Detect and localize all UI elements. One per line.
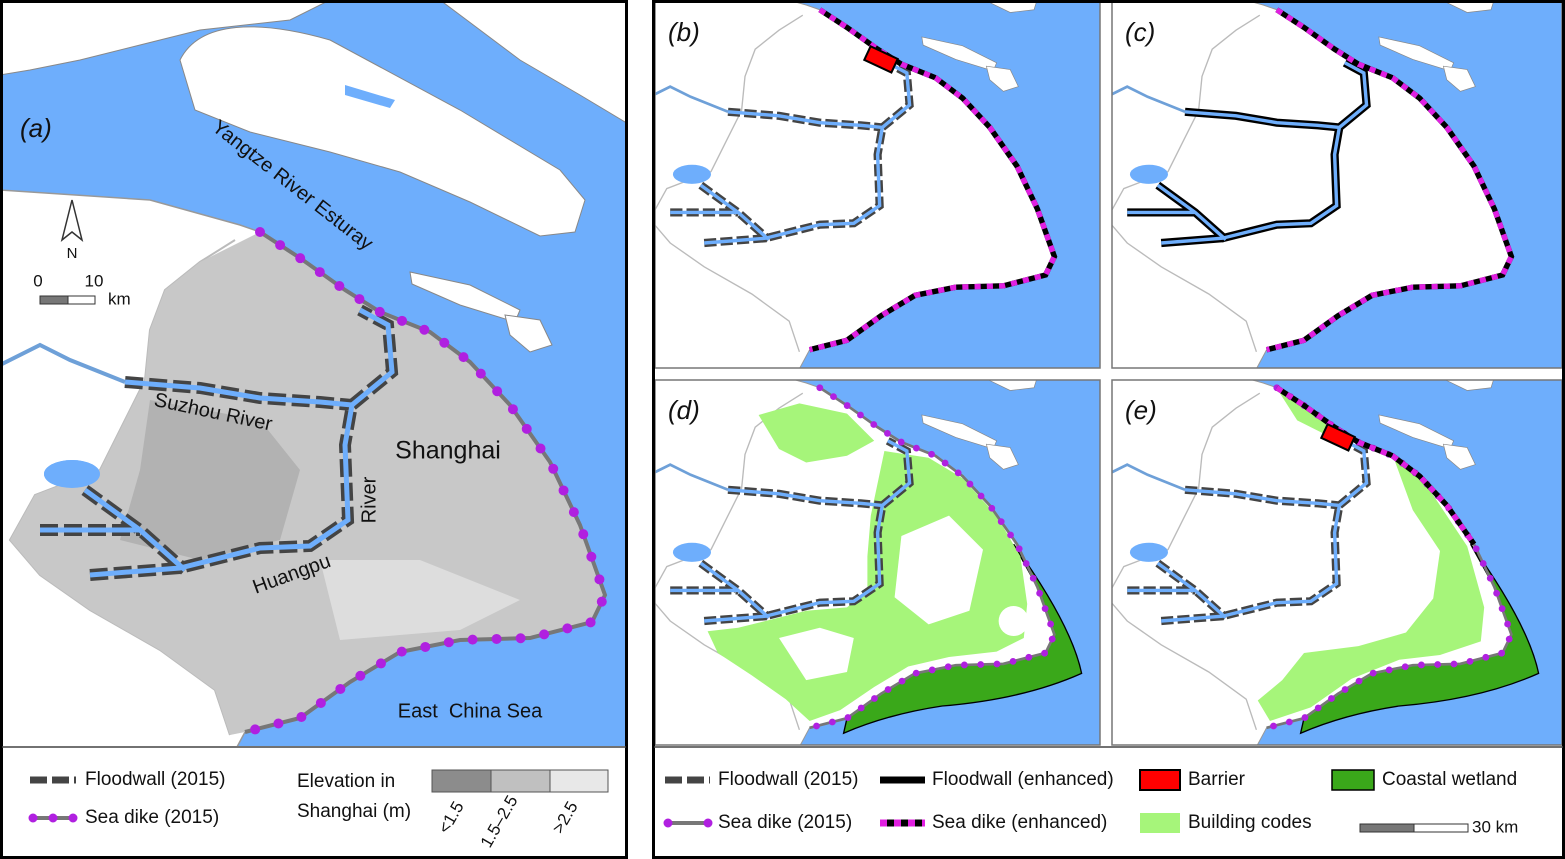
scale-bar bbox=[39, 295, 69, 305]
legend-label: Building codes bbox=[1188, 812, 1312, 833]
panel-label: (e) bbox=[1125, 395, 1157, 425]
legend-label: Floodwall (2015) bbox=[718, 769, 858, 790]
legend-barrier bbox=[1139, 769, 1181, 791]
legend-label: Sea dike (2015) bbox=[718, 812, 852, 833]
panel-a-frame bbox=[0, 0, 628, 859]
scale-label: 30 km bbox=[1472, 817, 1518, 836]
elevation-class: <1.5 bbox=[435, 798, 468, 837]
panel-label: (d) bbox=[668, 395, 700, 425]
scale-unit: km bbox=[108, 289, 131, 308]
legend-wetland bbox=[1331, 769, 1375, 791]
legend-label: Coastal wetland bbox=[1382, 769, 1517, 790]
north-arrow bbox=[60, 199, 84, 242]
elevation-swatch bbox=[431, 769, 492, 793]
panel-a-map: (a) Yangtze River Esturay N 0 10 km Suzh… bbox=[2, 2, 626, 746]
legend: Floodwall (2015) Floodwall (enhanced) Ba… bbox=[663, 769, 1518, 836]
panel-label: (c) bbox=[1125, 17, 1155, 47]
legend-a: Floodwall (2015) Sea dike (2015) Elevati… bbox=[28, 769, 609, 851]
north-label: N bbox=[67, 245, 78, 262]
panel-label: (b) bbox=[668, 17, 700, 47]
city-label: Shanghai bbox=[395, 437, 501, 465]
scale-bar bbox=[1359, 823, 1415, 833]
panel-b-map: (b) bbox=[655, 2, 1100, 368]
panel-e-map: (e) bbox=[1112, 380, 1562, 745]
legend-building-codes bbox=[1140, 813, 1180, 833]
elevation-swatch bbox=[490, 769, 551, 793]
elevation-class: 1.5–2.5 bbox=[477, 792, 522, 851]
sea-label: East China Sea bbox=[398, 700, 543, 722]
legend-label: Floodwall (2015) bbox=[85, 769, 225, 790]
river-label: River bbox=[358, 476, 380, 523]
scale-bar bbox=[67, 295, 96, 305]
panel-d-map: (d) bbox=[655, 380, 1100, 745]
right-frame bbox=[652, 0, 1565, 859]
legend-label: Sea dike (enhanced) bbox=[932, 812, 1107, 833]
legend-label: Sea dike (2015) bbox=[85, 807, 219, 828]
legend-label: Barrier bbox=[1188, 769, 1246, 790]
elevation-class: >2.5 bbox=[549, 798, 582, 837]
panel-c-map: (c) bbox=[1112, 2, 1562, 368]
legend-label: Floodwall (enhanced) bbox=[932, 769, 1114, 790]
scale-bar bbox=[1413, 823, 1469, 833]
scale-tick: 0 bbox=[33, 271, 42, 290]
legend-title: Shanghai (m) bbox=[297, 801, 411, 822]
elevation-swatch bbox=[549, 769, 609, 793]
panel-label: (a) bbox=[20, 113, 52, 143]
scale-tick: 10 bbox=[85, 271, 104, 290]
legend-title: Elevation in bbox=[297, 771, 395, 792]
